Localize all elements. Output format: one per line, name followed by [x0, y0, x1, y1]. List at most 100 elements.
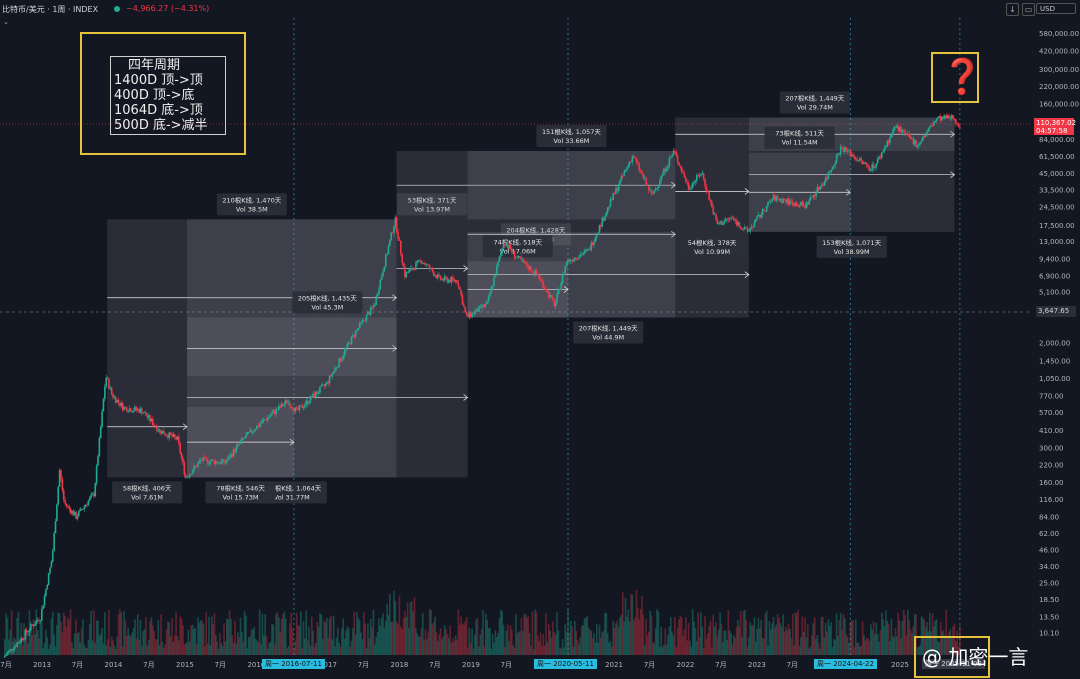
candle-body — [228, 456, 231, 459]
candle-body — [23, 639, 25, 640]
volume-bar — [569, 621, 572, 655]
candle-body — [43, 595, 46, 606]
volume-bar — [450, 642, 453, 655]
candle-body — [896, 125, 898, 128]
volume-bar — [252, 629, 254, 655]
volume-bar — [161, 641, 164, 655]
volume-bar — [216, 641, 219, 655]
y-tick-label: 17,500.00 — [1039, 222, 1075, 230]
candle-body — [674, 150, 676, 152]
volume-bar — [391, 621, 394, 655]
volume-bar — [893, 637, 895, 655]
range-label: 210根K线, 1,470天 — [222, 195, 281, 204]
volume-bar — [90, 611, 92, 655]
candle-body — [53, 533, 55, 551]
candle-body — [694, 180, 697, 183]
volume-bar — [209, 645, 212, 655]
volume-bar — [594, 642, 597, 655]
candle-body — [911, 138, 913, 140]
candle-body — [124, 406, 127, 408]
volume-bar — [441, 638, 443, 655]
volume-bar — [541, 645, 543, 655]
arrow-down-icon[interactable]: ↓ — [1006, 3, 1019, 16]
volume-bar — [828, 625, 831, 655]
candle-body — [212, 459, 214, 461]
y-tick-label: 1,050.00 — [1039, 375, 1070, 383]
volume-bar — [309, 645, 312, 655]
candle-body — [605, 212, 608, 217]
candle-body — [387, 246, 390, 255]
candle-body — [606, 207, 609, 213]
volume-bar — [486, 619, 488, 655]
volume-bar — [593, 633, 595, 655]
candle-body — [160, 429, 162, 434]
volume-bar — [641, 595, 643, 655]
volume-bar — [109, 646, 112, 655]
volume-bar — [204, 646, 206, 655]
volume-bar — [628, 621, 631, 655]
volume-bar — [532, 648, 535, 655]
volume-bar — [369, 619, 372, 655]
candle-body — [497, 261, 499, 267]
candle-body — [868, 167, 871, 171]
volume-bar — [734, 637, 736, 655]
volume-bar — [320, 614, 323, 655]
currency-selector[interactable]: USD — [1036, 3, 1076, 14]
candle-body — [582, 253, 584, 256]
legend-line: 1064D 底->顶 — [114, 103, 203, 118]
volume-bar — [920, 616, 923, 655]
candle-body — [848, 150, 850, 151]
candle-body — [734, 218, 736, 221]
volume-bar — [543, 645, 546, 655]
price-change: −4,966.27 (−4.31%) — [126, 4, 210, 13]
volume-bar — [586, 616, 588, 655]
candle-body — [643, 177, 646, 179]
candle-body — [675, 151, 678, 156]
candle-body — [324, 383, 327, 386]
candle-body — [238, 443, 240, 445]
candle-body — [39, 620, 42, 622]
candle-body — [498, 256, 501, 262]
volume-bar — [805, 637, 808, 655]
candle-body — [804, 204, 806, 209]
volume-bar — [361, 639, 364, 655]
candle-body — [282, 403, 284, 406]
volume-bar — [539, 632, 542, 655]
volume-bar — [709, 620, 712, 655]
candle-body — [571, 260, 573, 262]
candle-body — [645, 177, 647, 185]
candle-body — [631, 155, 634, 162]
maximize-icon[interactable]: ▭ — [1022, 3, 1035, 16]
candle-body — [308, 402, 310, 405]
volume-bar — [908, 619, 911, 655]
volume-bar — [406, 602, 409, 655]
candle-body — [569, 260, 572, 262]
volume-bar — [516, 633, 519, 655]
volume-bar — [572, 646, 575, 655]
candle-body — [386, 254, 388, 255]
volume-bar — [434, 616, 436, 655]
candle-body — [495, 266, 498, 276]
volume-bar — [193, 628, 195, 655]
volume-bar — [953, 623, 956, 655]
volume-bar — [490, 648, 493, 655]
candle-body — [75, 512, 77, 519]
volume-bar — [474, 635, 476, 655]
candle-body — [120, 402, 123, 406]
volume-bar — [136, 614, 139, 655]
volume-bar — [519, 631, 521, 655]
candle-body — [265, 419, 268, 421]
volume-bar — [743, 609, 746, 655]
candle-body — [611, 199, 613, 200]
volume-bar — [646, 635, 649, 655]
volume-bar — [117, 614, 120, 655]
volume-bar — [560, 648, 562, 655]
symbol-title[interactable]: 比特币/美元 · 1周 · INDEX — [2, 5, 99, 14]
volume-bar — [575, 630, 578, 655]
chevron-down-icon[interactable]: ⌄ — [3, 18, 9, 26]
range-label: 153根K线, 1,071天 — [822, 238, 881, 247]
volume-bar — [57, 612, 60, 655]
volume-bar — [410, 601, 413, 655]
candle-body — [837, 153, 839, 156]
